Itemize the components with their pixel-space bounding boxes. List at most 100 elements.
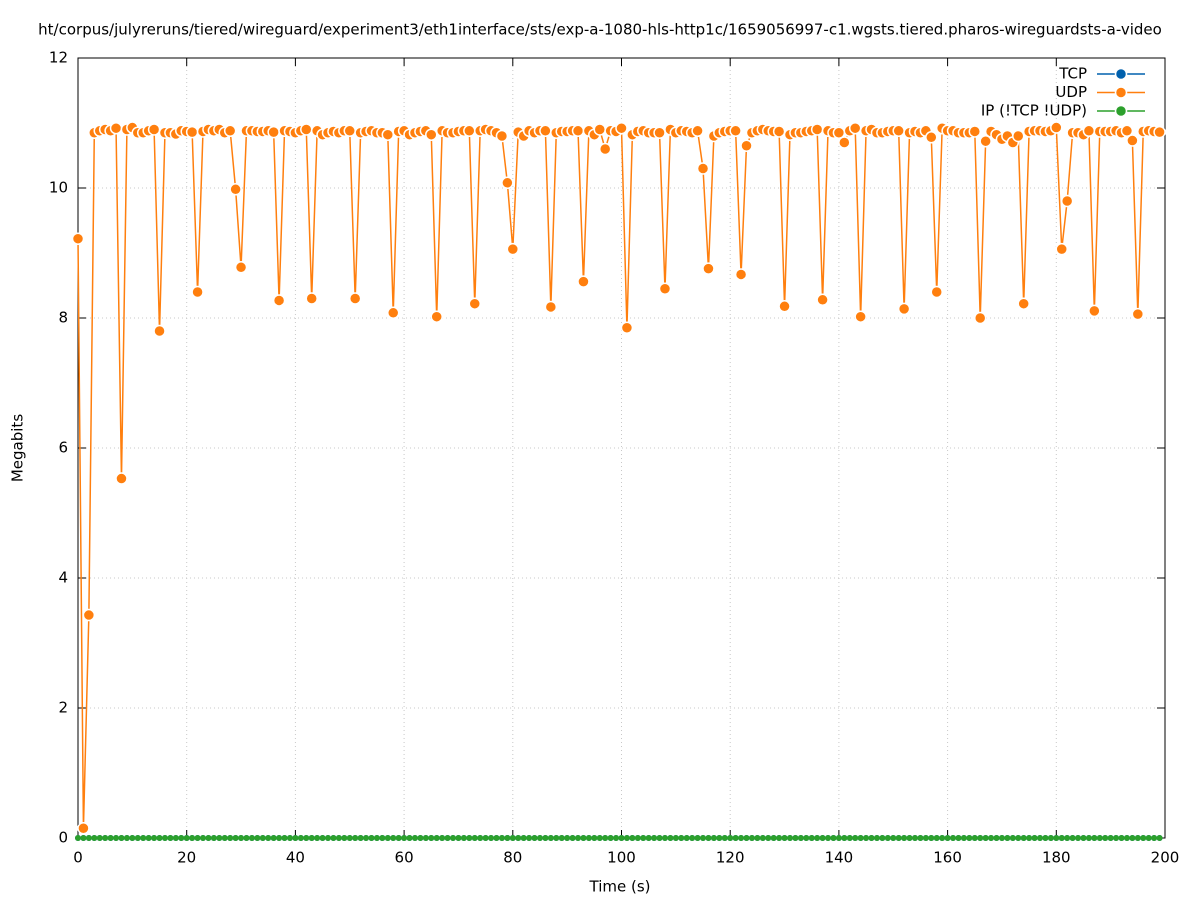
data-point <box>897 302 911 316</box>
data-point <box>191 285 204 299</box>
data-point <box>286 835 293 841</box>
data-point <box>852 835 859 841</box>
data-point <box>917 835 924 841</box>
data-point <box>667 835 674 841</box>
data-point <box>575 835 582 841</box>
data-point <box>973 311 987 325</box>
data-point <box>265 835 272 841</box>
data-point <box>346 835 353 841</box>
data-point <box>352 835 359 841</box>
data-point <box>854 310 867 323</box>
data-point <box>1050 121 1063 134</box>
data-point <box>270 835 277 841</box>
data-point <box>558 835 565 841</box>
data-point <box>77 822 90 835</box>
data-point <box>536 835 543 841</box>
data-point <box>292 835 299 841</box>
data-point <box>248 835 255 841</box>
data-point <box>504 835 511 841</box>
y-tick-label: 2 <box>58 699 68 717</box>
data-point <box>325 835 332 841</box>
data-point <box>1004 835 1011 841</box>
data-point <box>1113 835 1120 841</box>
data-point <box>879 835 886 841</box>
data-point <box>721 835 728 841</box>
data-point <box>463 124 476 138</box>
data-point <box>234 261 248 274</box>
data-point <box>743 835 750 841</box>
data-point <box>955 835 962 841</box>
data-point <box>672 835 679 841</box>
data-point <box>430 310 443 323</box>
x-tick-label: 80 <box>503 849 522 867</box>
data-point <box>1126 134 1139 147</box>
legend-marker <box>1114 104 1128 118</box>
data-point <box>82 608 96 622</box>
data-point <box>341 835 348 841</box>
data-point <box>1053 835 1060 841</box>
x-tick-label: 60 <box>395 849 414 867</box>
data-point <box>1017 297 1030 310</box>
data-point <box>373 835 380 841</box>
data-point <box>172 835 179 841</box>
data-point <box>778 300 791 313</box>
data-point <box>658 282 672 295</box>
x-tick-label: 0 <box>73 849 83 867</box>
data-point <box>890 835 897 841</box>
data-point <box>223 124 237 138</box>
data-point <box>80 835 87 841</box>
data-point <box>1096 835 1103 841</box>
data-point <box>1123 835 1130 841</box>
data-point <box>1036 835 1043 841</box>
data-point <box>1020 835 1027 841</box>
data-point <box>1102 835 1109 841</box>
data-point <box>950 835 957 841</box>
data-point <box>91 835 98 841</box>
data-point <box>450 835 457 841</box>
data-point <box>466 835 473 841</box>
data-point <box>683 835 690 841</box>
data-point <box>75 835 81 841</box>
data-point <box>694 835 701 841</box>
data-point <box>634 835 641 841</box>
data-point <box>678 835 685 841</box>
data-point <box>776 835 783 841</box>
legend-marker <box>1114 86 1128 99</box>
data-point <box>183 835 190 841</box>
data-point <box>922 835 929 841</box>
data-point <box>161 835 168 841</box>
data-point <box>754 835 761 841</box>
data-point <box>506 242 520 256</box>
data-point <box>314 835 321 841</box>
x-tick-label: 180 <box>1042 849 1071 867</box>
data-point <box>901 835 908 841</box>
data-point <box>267 125 280 139</box>
data-point <box>1134 835 1141 841</box>
data-point <box>1026 835 1033 841</box>
data-point <box>1060 194 1074 208</box>
data-point <box>966 835 973 841</box>
data-point <box>911 835 918 841</box>
data-point <box>229 183 242 196</box>
data-point <box>792 835 799 841</box>
data-point <box>1151 835 1158 841</box>
data-point <box>460 835 467 841</box>
data-point <box>167 835 174 841</box>
data-point <box>939 835 946 841</box>
y-tick-label: 8 <box>58 309 68 327</box>
data-point <box>515 835 522 841</box>
data-point <box>577 275 590 288</box>
data-point <box>740 139 753 152</box>
data-point <box>1080 835 1087 841</box>
x-tick-label: 100 <box>607 849 636 867</box>
legend-label: UDP <box>1055 83 1087 101</box>
data-point <box>477 835 484 841</box>
data-point <box>930 285 943 299</box>
data-point <box>319 835 326 841</box>
data-point <box>696 162 710 175</box>
data-point <box>189 835 196 841</box>
data-point <box>993 835 1000 841</box>
data-point <box>303 835 310 841</box>
